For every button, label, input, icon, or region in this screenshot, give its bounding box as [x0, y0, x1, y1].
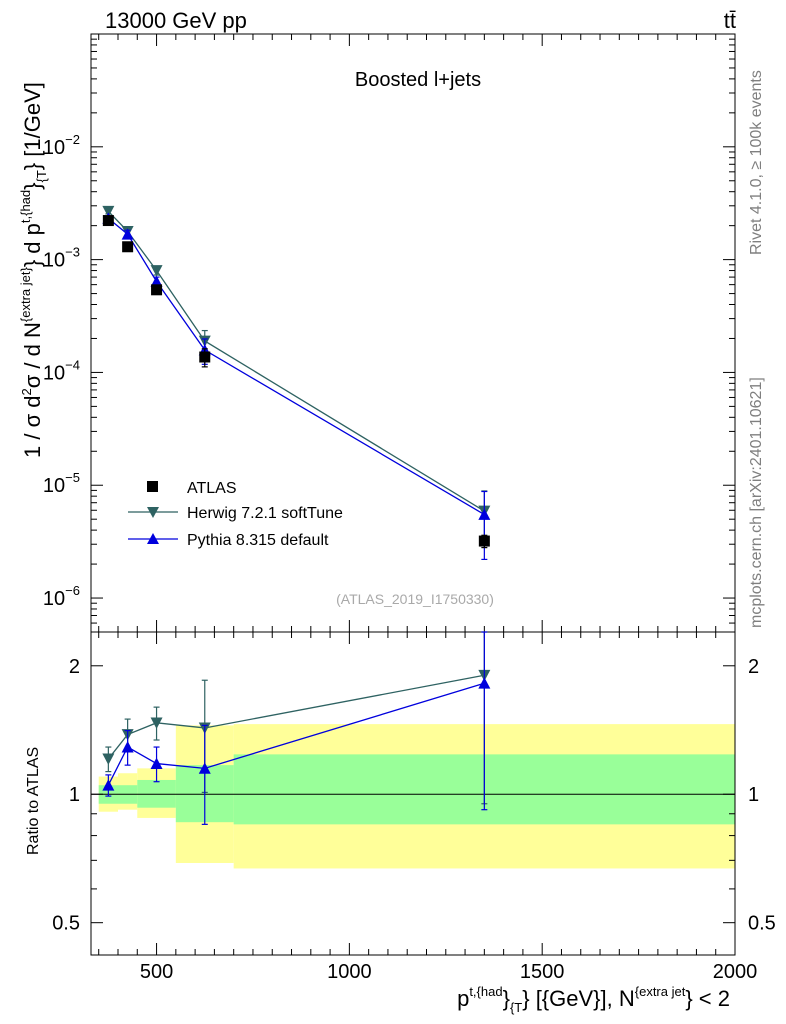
x-tick-label-1: 1000 [327, 961, 372, 983]
main-line-pythia [107, 217, 485, 516]
legend-entry-pythia: Pythia 8.315 default [128, 532, 329, 549]
ratio-y-tick-label-0: 0.5 [52, 913, 80, 935]
ratio-y-tick-label-right-2: 2 [748, 656, 759, 678]
ratio-point-pythia-1 [121, 741, 134, 753]
source-label: mcplots.cern.ch [arXiv:2401.10621] [748, 377, 765, 628]
main-point-atlas-1 [122, 241, 134, 253]
ratio-y-tick-label-right-1: 1 [748, 784, 759, 806]
main-point-atlas-0 [102, 215, 114, 227]
main-y-tick-label-2: 10−4 [43, 357, 80, 384]
x-tick-label-2: 1500 [520, 961, 565, 983]
x-tick-label-3: 2000 [713, 961, 758, 983]
ratio-y-tick-label-1: 1 [69, 784, 80, 806]
main-y-tick-label-0: 10−6 [43, 583, 80, 610]
legend-marker-pythia [147, 533, 159, 544]
main-point-pythia-4 [478, 508, 491, 520]
ratio-point-herwig-0 [102, 753, 115, 765]
main-point-herwig-0 [102, 205, 115, 218]
legend-label-atlas: ATLAS [187, 480, 237, 497]
main-point-atlas-4 [478, 535, 490, 547]
main-y-axis-label: 1 / σ d2σ / d N{extra jet}} d pt,{had}{T… [18, 82, 49, 458]
main-point-atlas-3 [199, 351, 211, 363]
ratio-point-pythia-3 [198, 762, 211, 774]
main-series [102, 205, 491, 561]
ratio-point-pythia-0 [102, 779, 115, 791]
main-point-pythia-1 [121, 228, 134, 240]
process-label: tt̄ [724, 8, 736, 33]
legend-entry-atlas: ATLAS [147, 480, 237, 497]
legend-marker-atlas [147, 481, 158, 492]
legend: ATLAS Herwig 7.2.1 softTune Pythia 8.315… [128, 480, 343, 549]
main-y-tick-label-3: 10−3 [43, 245, 80, 272]
legend-entry-herwig: Herwig 7.2.1 softTune [128, 505, 343, 522]
rivet-version-label: Rivet 4.1.0, ≥ 100k events [748, 70, 765, 255]
legend-marker-herwig [147, 507, 159, 518]
legend-label-pythia: Pythia 8.315 default [187, 532, 329, 549]
main-y-tick-label-1: 10−5 [43, 470, 80, 497]
x-tick-label-0: 500 [140, 961, 173, 983]
main-point-herwig-2 [150, 265, 163, 277]
main-y-tick-label-4: 10−2 [43, 132, 80, 159]
analysis-watermark: (ATLAS_2019_I1750330) [336, 591, 494, 607]
ratio-point-herwig-2 [150, 717, 163, 729]
main-point-atlas-2 [151, 284, 163, 296]
main-axes: 10−6 10−5 10−4 10−3 10−2 [43, 33, 736, 633]
ratio-point-pythia-2 [150, 757, 163, 769]
ratio-y-tick-label-right-0: 0.5 [748, 913, 776, 935]
ratio-y-tick-label-2: 2 [69, 656, 80, 678]
chart-title: Boosted l+jets [355, 69, 481, 91]
ratio-series [102, 631, 491, 825]
energy-label: 13000 GeV pp [105, 8, 247, 33]
ratio-y-axis-label: Ratio to ATLAS [25, 747, 42, 855]
x-axis-label: pt,{had}{T} [{GeV}], N{extra jet} < 2 [457, 984, 730, 1015]
ratio-point-pythia-4 [478, 677, 491, 689]
main-point-pythia-2 [150, 275, 163, 287]
ratio-bands [98, 724, 736, 869]
legend-label-herwig: Herwig 7.2.1 softTune [187, 505, 343, 522]
main-line-herwig [107, 210, 485, 512]
ratio-axes: 500 1000 1500 2000 0.5 0.5 1 1 2 2 [52, 631, 776, 983]
ratio-panel-frame [90, 631, 736, 956]
